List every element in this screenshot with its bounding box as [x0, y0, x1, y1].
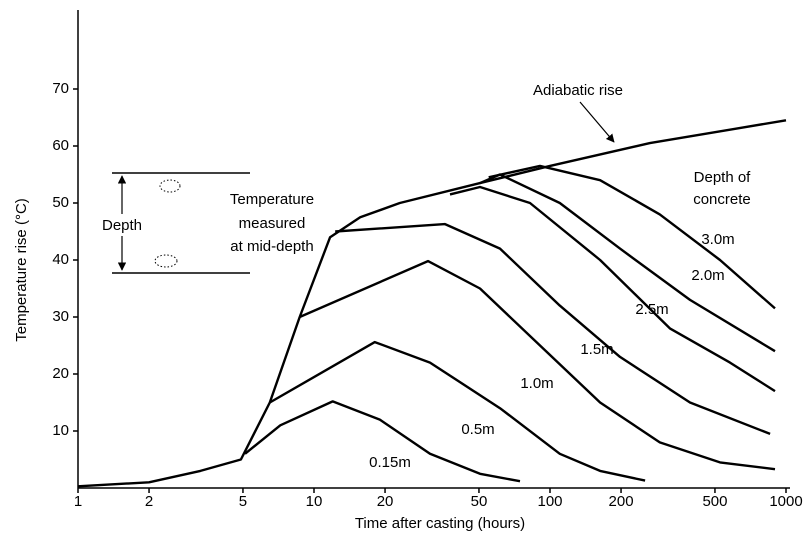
inset-measure: Temperature	[230, 191, 314, 208]
inset-measure: at mid-depth	[230, 238, 313, 255]
x-tick-label: 10	[306, 493, 323, 510]
inset-label-bg	[92, 214, 152, 236]
inset-depth: Depth	[102, 217, 142, 234]
x-axis-label: Time after casting (hours)	[355, 515, 525, 532]
series-label: 0.15m	[369, 454, 411, 471]
x-tick-label: 200	[609, 493, 634, 510]
y-tick-label: 20	[52, 365, 69, 382]
x-tick-label: 100	[537, 493, 562, 510]
x-tick-label: 1	[74, 493, 82, 510]
series-label: 2.5m	[635, 301, 668, 318]
y-tick-label: 50	[52, 194, 69, 211]
annotation-arrow	[579, 101, 615, 143]
y-axis-label: Temperature rise (°C)	[13, 198, 30, 342]
x-tick-label: 2	[145, 493, 153, 510]
annotation: Adiabatic rise	[533, 82, 623, 99]
line	[299, 259, 776, 471]
x-tick-label: 1000	[769, 493, 802, 510]
inset: Depth Temperature measured at mid-depth	[92, 172, 314, 274]
series-label: 1.5m	[580, 341, 613, 358]
line	[335, 222, 771, 436]
line	[488, 164, 776, 310]
legend-title: Depth of	[694, 169, 752, 186]
series-label: 0.5m	[461, 421, 494, 438]
y-tick-label: 10	[52, 422, 69, 439]
legend-title: concrete	[693, 191, 751, 208]
line	[449, 185, 776, 393]
series-label: 2.0m	[691, 267, 724, 284]
y-tick-label: 40	[52, 251, 69, 268]
aggregate	[154, 179, 181, 268]
y-tick-label: 70	[52, 80, 69, 97]
x-tick-label: 500	[702, 493, 727, 510]
line	[77, 119, 787, 488]
y-tick-label: 30	[52, 308, 69, 325]
series-label: 1.0m	[520, 375, 553, 392]
line	[269, 340, 646, 482]
x-tick-label: 50	[471, 493, 488, 510]
inset-measure: measured	[239, 215, 306, 232]
x-tick-label: 5	[239, 493, 247, 510]
x-tick-label: 20	[377, 493, 394, 510]
y-tick-label: 60	[52, 137, 69, 154]
line	[244, 400, 521, 483]
series-label: 3.0m	[701, 231, 734, 248]
